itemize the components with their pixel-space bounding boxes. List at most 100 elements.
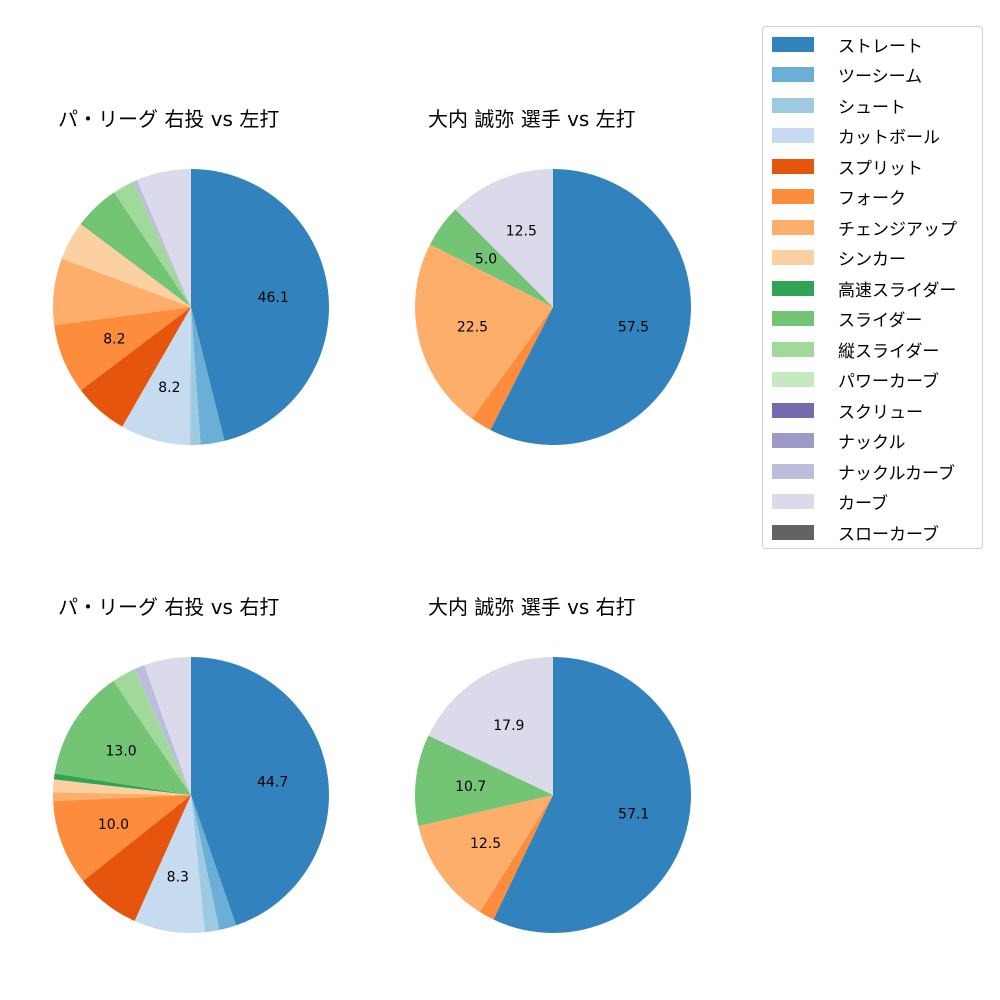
- legend-item: シュート: [772, 93, 906, 118]
- legend-item: ストレート: [772, 32, 923, 57]
- legend-item: 高速スライダー: [772, 276, 957, 301]
- pie-slice: [191, 795, 220, 933]
- pie-slice-label: 8.2: [103, 331, 125, 347]
- pie-slice: [54, 307, 191, 391]
- legend-label: ナックルカーブ: [838, 463, 955, 484]
- pie-slice-label: 8.3: [167, 870, 189, 886]
- legend-item: ナックルカーブ: [772, 459, 955, 484]
- pie-slice-label: 46.1: [258, 290, 289, 306]
- legend-item: フォーク: [772, 185, 906, 209]
- legend-label: 高速スライダー: [838, 280, 957, 301]
- legend-item: シンカー: [772, 246, 906, 270]
- pie-slice: [134, 665, 191, 795]
- legend-item: スプリット: [772, 154, 923, 179]
- pie-slice-label: 5.0: [475, 251, 497, 267]
- pie-slice-label: 17.9: [493, 718, 524, 734]
- legend-item: スライダー: [772, 307, 922, 331]
- pie-slice-label: 22.5: [457, 319, 488, 335]
- pie-slice: [134, 795, 205, 933]
- pie-slice: [418, 795, 553, 912]
- legend-swatch: [772, 280, 814, 296]
- legend-swatch: [772, 189, 814, 204]
- pie-slice: [471, 307, 553, 430]
- pie-slice: [428, 656, 553, 795]
- legend-label: スクリュー: [838, 402, 923, 423]
- legend-swatch: [772, 219, 814, 235]
- legend-item: スクリュー: [772, 398, 923, 423]
- legend-item: カットボール: [772, 124, 940, 148]
- legend-label: スライダー: [838, 311, 923, 331]
- legend-swatch: [772, 341, 814, 357]
- legend-swatch: [772, 524, 814, 540]
- pie-slice: [191, 307, 225, 445]
- legend-swatch: [772, 372, 814, 387]
- legend-item: チェンジアップ: [772, 215, 957, 240]
- pie-slice: [490, 169, 691, 445]
- legend-label: スローカーブ: [838, 524, 939, 545]
- pie-slice: [191, 657, 330, 926]
- legend-swatch: [772, 97, 814, 113]
- pie-slice: [83, 795, 191, 921]
- pie-slice-label: 57.5: [618, 319, 649, 335]
- pie-slice: [136, 169, 191, 307]
- pie-slice: [61, 223, 191, 307]
- legend-swatch: [772, 67, 814, 82]
- pie-slice: [53, 773, 191, 795]
- pie-slice-label: 13.0: [106, 744, 137, 760]
- pie-slice-label: 44.7: [257, 774, 288, 790]
- legend-label: チェンジアップ: [838, 219, 957, 240]
- legend-label: 縦スライダー: [838, 341, 940, 362]
- chart-title-player-vs-right: 大内 誠弥 選手 vs 右打: [428, 595, 636, 619]
- chart-title-league-vs-right: パ・リーグ 右投 vs 右打: [58, 595, 280, 619]
- legend-item: パワーカーブ: [772, 368, 939, 392]
- legend-item: カーブ: [772, 490, 888, 514]
- legend-label: フォーク: [838, 189, 906, 209]
- pie-slice-label: 12.5: [506, 224, 537, 240]
- chart-title-player-vs-left: 大内 誠弥 選手 vs 左打: [428, 107, 636, 131]
- pie-slice: [493, 657, 691, 933]
- legend-label: シュート: [838, 97, 906, 118]
- legend-swatch: [772, 494, 814, 509]
- pie-slice: [113, 669, 191, 795]
- pie-slice: [80, 307, 191, 427]
- pie-slice: [191, 169, 330, 441]
- pie-slice: [133, 180, 191, 307]
- pie-slice-label: 8.2: [158, 380, 180, 396]
- legend-swatch: [772, 250, 814, 265]
- legend-label: ストレート: [838, 36, 923, 57]
- legend-label: カーブ: [838, 494, 888, 514]
- chart-title-league-vs-left: パ・リーグ 右投 vs 左打: [58, 107, 280, 131]
- legend-item: スローカーブ: [772, 520, 939, 545]
- legend-item: ナックル: [772, 429, 906, 453]
- legend-swatch: [772, 433, 814, 448]
- pie-slice-label: 57.1: [618, 806, 649, 822]
- legend-label: シンカー: [838, 250, 906, 270]
- pie-slice: [430, 209, 553, 307]
- pie-slice: [114, 181, 191, 307]
- legend-label: ナックル: [838, 433, 906, 453]
- pie-slice: [414, 735, 553, 826]
- pie-slice: [53, 779, 191, 795]
- pie-slice-label: 10.7: [455, 779, 486, 795]
- pie-slice: [80, 223, 191, 307]
- legend-swatch: [772, 36, 814, 52]
- legend-swatch: [772, 402, 814, 418]
- pie-slice-label: 10.0: [98, 817, 129, 833]
- legend-label: ツーシーム: [838, 67, 923, 87]
- legend-swatch: [772, 158, 814, 174]
- pie-slice: [53, 795, 191, 881]
- pie-slice: [53, 258, 191, 326]
- pie-slice: [54, 680, 192, 795]
- legend-swatch: [772, 463, 814, 479]
- pie-slice: [415, 244, 553, 419]
- pie-slice: [190, 307, 201, 445]
- legend-swatch: [772, 311, 814, 326]
- pie-slice-label: 12.5: [470, 836, 501, 852]
- pie-slice: [122, 307, 191, 445]
- legend-item: 縦スライダー: [772, 337, 940, 362]
- legend: ストレートツーシームシュートカットボール スプリットフォークチェンジアップ シンカー…: [762, 26, 983, 549]
